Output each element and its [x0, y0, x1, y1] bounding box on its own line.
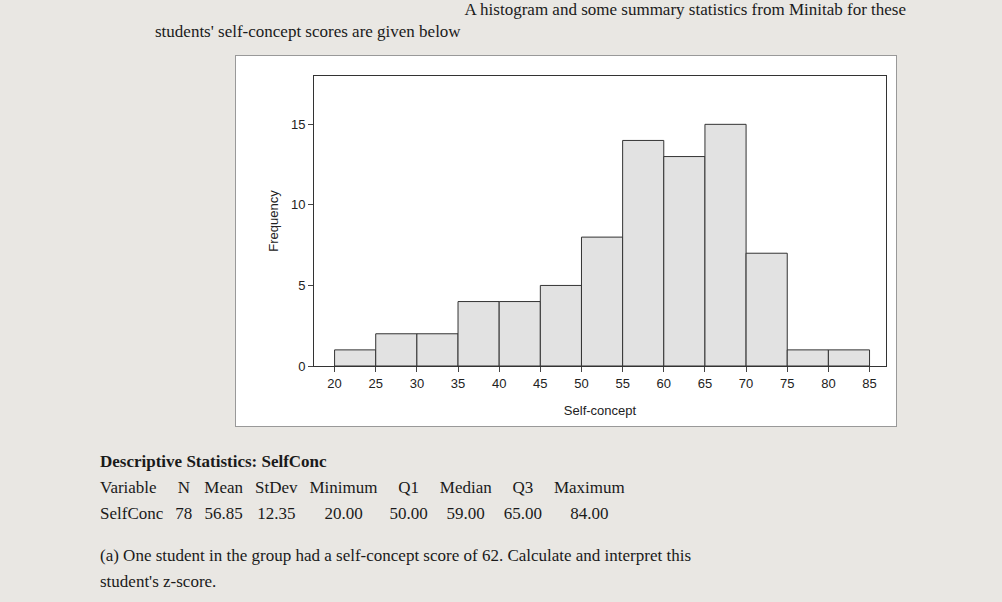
svg-text:75: 75 — [780, 376, 794, 391]
html-text:Variable: Variable — [100, 478, 157, 497]
svg-text:40: 40 — [492, 376, 506, 391]
html-text:Q1: Q1 — [398, 478, 419, 497]
html-text:Q3: Q3 — [512, 478, 534, 497]
html-text:20.00: 20.00 — [324, 504, 363, 523]
html-text:Maximum: Maximum — [554, 478, 625, 497]
svg-text:60: 60 — [657, 376, 671, 391]
html-text:StDev: StDev — [255, 478, 298, 497]
html-text:59.00: 59.00 — [446, 504, 485, 523]
html-text:84.00: 84.00 — [570, 504, 609, 523]
svg-text:65: 65 — [698, 376, 712, 391]
html-text:Mean: Mean — [204, 478, 243, 497]
html-text:students' self-concept scores: students' self-concept scores are given … — [155, 22, 461, 41]
html-text:SelfConc: SelfConc — [100, 504, 164, 523]
svg-text:25: 25 — [368, 376, 382, 391]
svg-text:55: 55 — [615, 376, 629, 391]
html-text:65.00: 65.00 — [503, 504, 542, 523]
svg-text:30: 30 — [410, 376, 424, 391]
html-text:78: 78 — [175, 504, 193, 523]
svg-text:5: 5 — [298, 278, 305, 293]
html-text:Minimum: Minimum — [309, 478, 378, 497]
svg-text:Self-concept: Self-concept — [564, 403, 637, 418]
html-text:N: N — [177, 478, 190, 497]
svg-text:35: 35 — [451, 376, 465, 391]
svg-text:45: 45 — [533, 376, 547, 391]
svg-text:0: 0 — [298, 359, 305, 374]
html-text:student's z-score.: student's z-score. — [100, 572, 217, 591]
svg-text:15: 15 — [291, 117, 305, 132]
svg-text:85: 85 — [862, 376, 876, 391]
svg-text:Frequency: Frequency — [266, 190, 281, 252]
svg-text:20: 20 — [327, 376, 341, 391]
html-text:56.85: 56.85 — [204, 504, 243, 523]
html-text:(a) One student in the group h: (a) One student in the group had a self-… — [100, 546, 691, 565]
svg-text:80: 80 — [821, 376, 835, 391]
svg-text:10: 10 — [291, 197, 305, 212]
html-text:Median: Median — [439, 478, 492, 497]
svg-text:50: 50 — [574, 376, 588, 391]
html-text:12.35: 12.35 — [257, 504, 296, 523]
html-text:Descriptive Statistics: SelfCo: Descriptive Statistics: SelfConc — [100, 452, 327, 471]
html-text:A histogram and some summary s: A histogram and some summary statistics … — [464, 0, 906, 19]
svg-text:70: 70 — [739, 376, 753, 391]
html-text:50.00: 50.00 — [389, 504, 428, 523]
